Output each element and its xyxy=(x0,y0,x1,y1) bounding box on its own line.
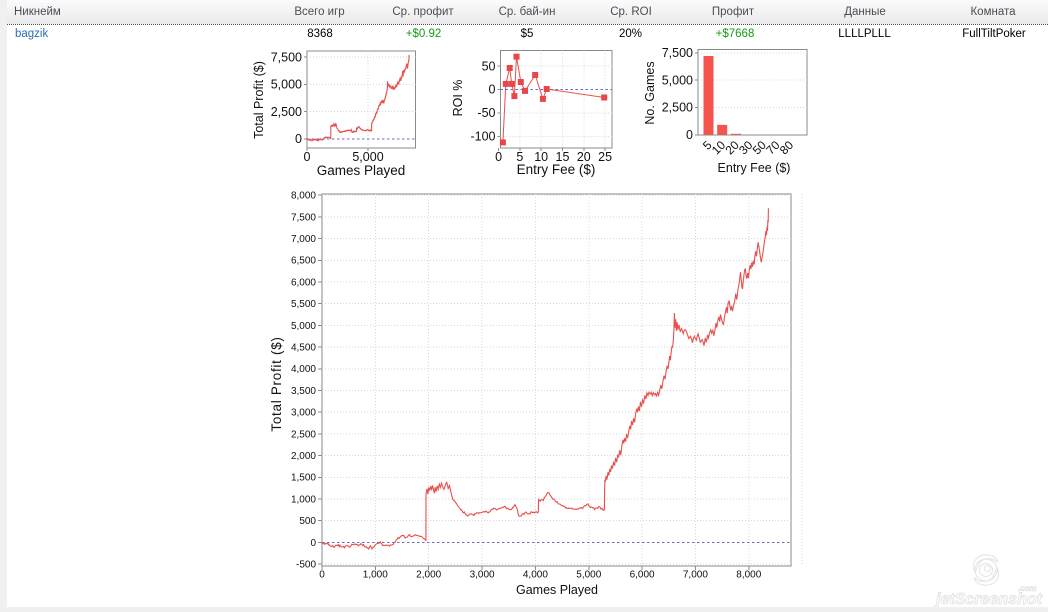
svg-text:3,500: 3,500 xyxy=(291,386,316,397)
svg-text:2,500: 2,500 xyxy=(271,105,302,119)
svg-text:15: 15 xyxy=(556,150,570,164)
svg-text:7,500: 7,500 xyxy=(271,50,302,64)
svg-text:6,000: 6,000 xyxy=(291,277,316,288)
svg-text:1,500: 1,500 xyxy=(291,473,316,484)
svg-text:.com: .com xyxy=(1018,584,1037,593)
svg-text:0: 0 xyxy=(295,132,302,146)
svg-text:0: 0 xyxy=(319,570,325,581)
svg-text:jetScreenshot: jetScreenshot xyxy=(934,591,1043,608)
svg-text:7,000: 7,000 xyxy=(291,234,316,245)
svg-text:3,000: 3,000 xyxy=(470,570,495,581)
svg-text:-100: -100 xyxy=(470,130,495,144)
svg-text:-50: -50 xyxy=(477,106,495,120)
svg-text:Total Profit ($): Total Profit ($) xyxy=(269,336,284,431)
svg-text:8,000: 8,000 xyxy=(736,570,761,581)
svg-text:3,000: 3,000 xyxy=(291,408,316,419)
svg-text:-500: -500 xyxy=(296,560,316,571)
svg-text:8,000: 8,000 xyxy=(291,191,316,202)
svg-text:Games Played: Games Played xyxy=(317,163,406,178)
svg-text:4,000: 4,000 xyxy=(523,570,548,581)
svg-text:5,000: 5,000 xyxy=(576,570,601,581)
svg-text:Entry Fee ($): Entry Fee ($) xyxy=(718,161,791,175)
svg-text:No. Games: No. Games xyxy=(643,61,657,124)
svg-text:1,000: 1,000 xyxy=(291,494,316,505)
svg-text:5,000: 5,000 xyxy=(291,321,316,332)
svg-text:4,500: 4,500 xyxy=(291,343,316,354)
svg-text:5,500: 5,500 xyxy=(291,299,316,310)
svg-text:1,000: 1,000 xyxy=(363,570,388,581)
svg-text:6,500: 6,500 xyxy=(291,256,316,267)
svg-text:2,000: 2,000 xyxy=(416,570,441,581)
svg-text:Games Played: Games Played xyxy=(516,583,598,597)
svg-text:Total Profit ($): Total Profit ($) xyxy=(252,61,266,139)
svg-text:80: 80 xyxy=(777,138,797,158)
svg-text:25: 25 xyxy=(598,150,612,164)
svg-text:5: 5 xyxy=(516,150,523,164)
svg-text:5,000: 5,000 xyxy=(352,150,383,164)
svg-text:10: 10 xyxy=(534,150,548,164)
svg-text:2,500: 2,500 xyxy=(662,101,693,115)
svg-text:5,000: 5,000 xyxy=(271,78,302,92)
svg-text:5,000: 5,000 xyxy=(662,73,693,87)
svg-text:4,000: 4,000 xyxy=(291,364,316,375)
svg-text:50: 50 xyxy=(482,59,496,73)
svg-text:0: 0 xyxy=(304,150,311,164)
svg-text:20: 20 xyxy=(577,150,591,164)
svg-text:7,500: 7,500 xyxy=(662,46,693,60)
svg-text:0: 0 xyxy=(310,538,316,549)
svg-text:Entry Fee ($): Entry Fee ($) xyxy=(517,162,596,177)
svg-text:0: 0 xyxy=(489,83,496,97)
svg-text:0: 0 xyxy=(686,128,693,142)
svg-text:7,000: 7,000 xyxy=(683,570,708,581)
svg-text:2,000: 2,000 xyxy=(291,451,316,462)
svg-text:7,500: 7,500 xyxy=(291,212,316,223)
svg-text:0: 0 xyxy=(495,150,502,164)
svg-text:500: 500 xyxy=(299,516,316,527)
svg-text:ROI %: ROI % xyxy=(451,80,465,117)
svg-text:6,000: 6,000 xyxy=(630,570,655,581)
svg-text:2,500: 2,500 xyxy=(291,429,316,440)
